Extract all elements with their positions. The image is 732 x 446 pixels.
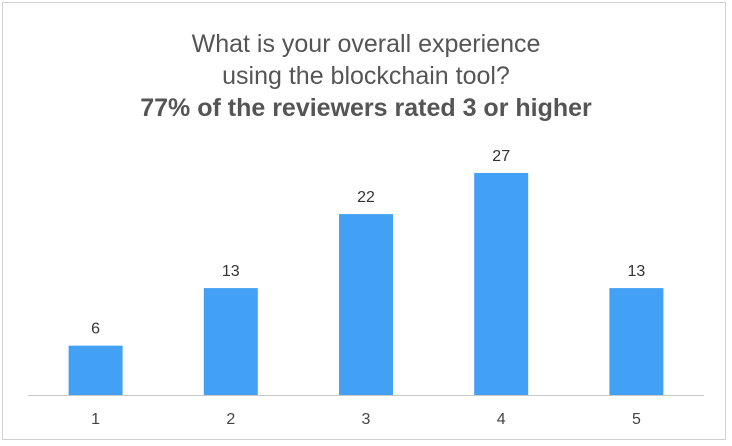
x-tick-label-2: 2 — [226, 411, 235, 428]
bar-5 — [609, 288, 664, 395]
data-label-5: 13 — [628, 263, 646, 280]
chart-title-line-2: using the blockchain tool? — [222, 62, 510, 90]
bar-3 — [339, 214, 393, 395]
chart-title-block: What is your overall experience using th… — [0, 28, 732, 124]
bar-2 — [203, 288, 258, 395]
x-tick-label-5: 5 — [632, 411, 641, 428]
bar-4 — [474, 173, 529, 395]
x-tick-label-1: 1 — [91, 411, 100, 428]
data-label-3: 22 — [357, 189, 375, 206]
data-label-1: 6 — [91, 321, 100, 338]
chart-title-line-1: What is your overall experience — [191, 30, 541, 58]
bar-1 — [68, 345, 123, 395]
data-label-2: 13 — [222, 263, 240, 280]
chart-subtitle: 77% of the reviewers rated 3 or higher — [140, 94, 592, 122]
x-tick-label-4: 4 — [497, 411, 506, 428]
data-label-4: 27 — [492, 148, 510, 165]
x-tick-label-3: 3 — [362, 411, 371, 428]
